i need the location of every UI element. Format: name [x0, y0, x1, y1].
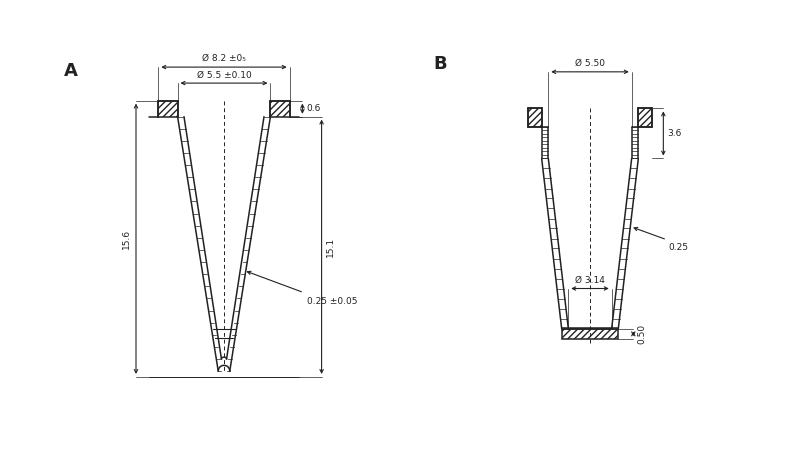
Bar: [158, 101, 178, 117]
Text: 3.6: 3.6: [667, 129, 682, 138]
Text: A: A: [64, 62, 78, 80]
Bar: [528, 108, 542, 127]
Text: 0.50: 0.50: [638, 324, 646, 344]
Text: 0.6: 0.6: [306, 104, 321, 113]
Bar: [562, 328, 618, 339]
Bar: [638, 108, 652, 127]
Text: B: B: [434, 55, 447, 73]
Text: Ø 3.14: Ø 3.14: [575, 276, 605, 285]
Bar: [270, 101, 290, 117]
Text: 15.6: 15.6: [122, 229, 131, 249]
Text: 0.25 ±0.05: 0.25 ±0.05: [307, 297, 358, 306]
Text: 0.25: 0.25: [669, 242, 689, 252]
Text: 15.1: 15.1: [326, 237, 335, 257]
Text: Ø 5.50: Ø 5.50: [575, 59, 605, 68]
Text: Ø 5.5 ±0.10: Ø 5.5 ±0.10: [197, 71, 251, 80]
Text: Ø 8.2 ±0₅: Ø 8.2 ±0₅: [202, 54, 246, 63]
